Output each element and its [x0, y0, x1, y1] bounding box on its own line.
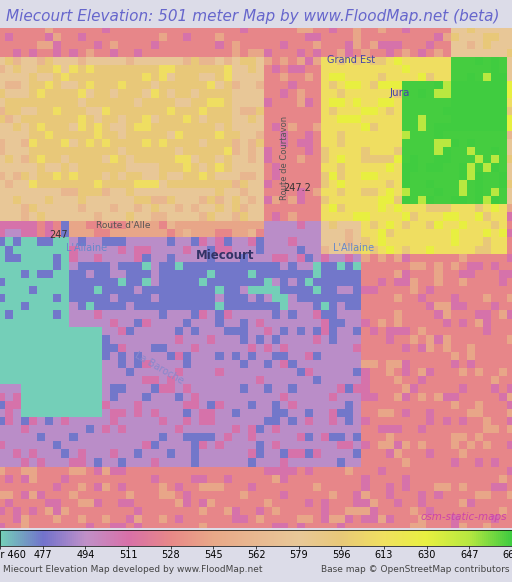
Text: Route de Courtavon: Route de Courtavon [280, 116, 289, 200]
Text: L'Allaine: L'Allaine [67, 243, 108, 253]
Text: 247.2: 247.2 [283, 183, 311, 193]
Text: La Baroche: La Baroche [133, 350, 185, 386]
Text: Miecourt Elevation: 501 meter Map by www.FloodMap.net (beta): Miecourt Elevation: 501 meter Map by www… [6, 9, 500, 24]
Text: Jura: Jura [389, 88, 410, 98]
Text: Base map © OpenStreetMap contributors: Base map © OpenStreetMap contributors [321, 565, 509, 574]
Text: osm-static-maps: osm-static-maps [420, 512, 507, 522]
Text: Miecourt Elevation Map developed by www.FloodMap.net: Miecourt Elevation Map developed by www.… [3, 565, 262, 574]
Text: 247: 247 [50, 230, 68, 240]
Text: Route d'Alle: Route d'Alle [96, 221, 150, 230]
Text: Miecourt: Miecourt [196, 249, 254, 262]
Text: Grand Est: Grand Est [327, 55, 375, 66]
Text: L'Allaine: L'Allaine [333, 243, 374, 253]
